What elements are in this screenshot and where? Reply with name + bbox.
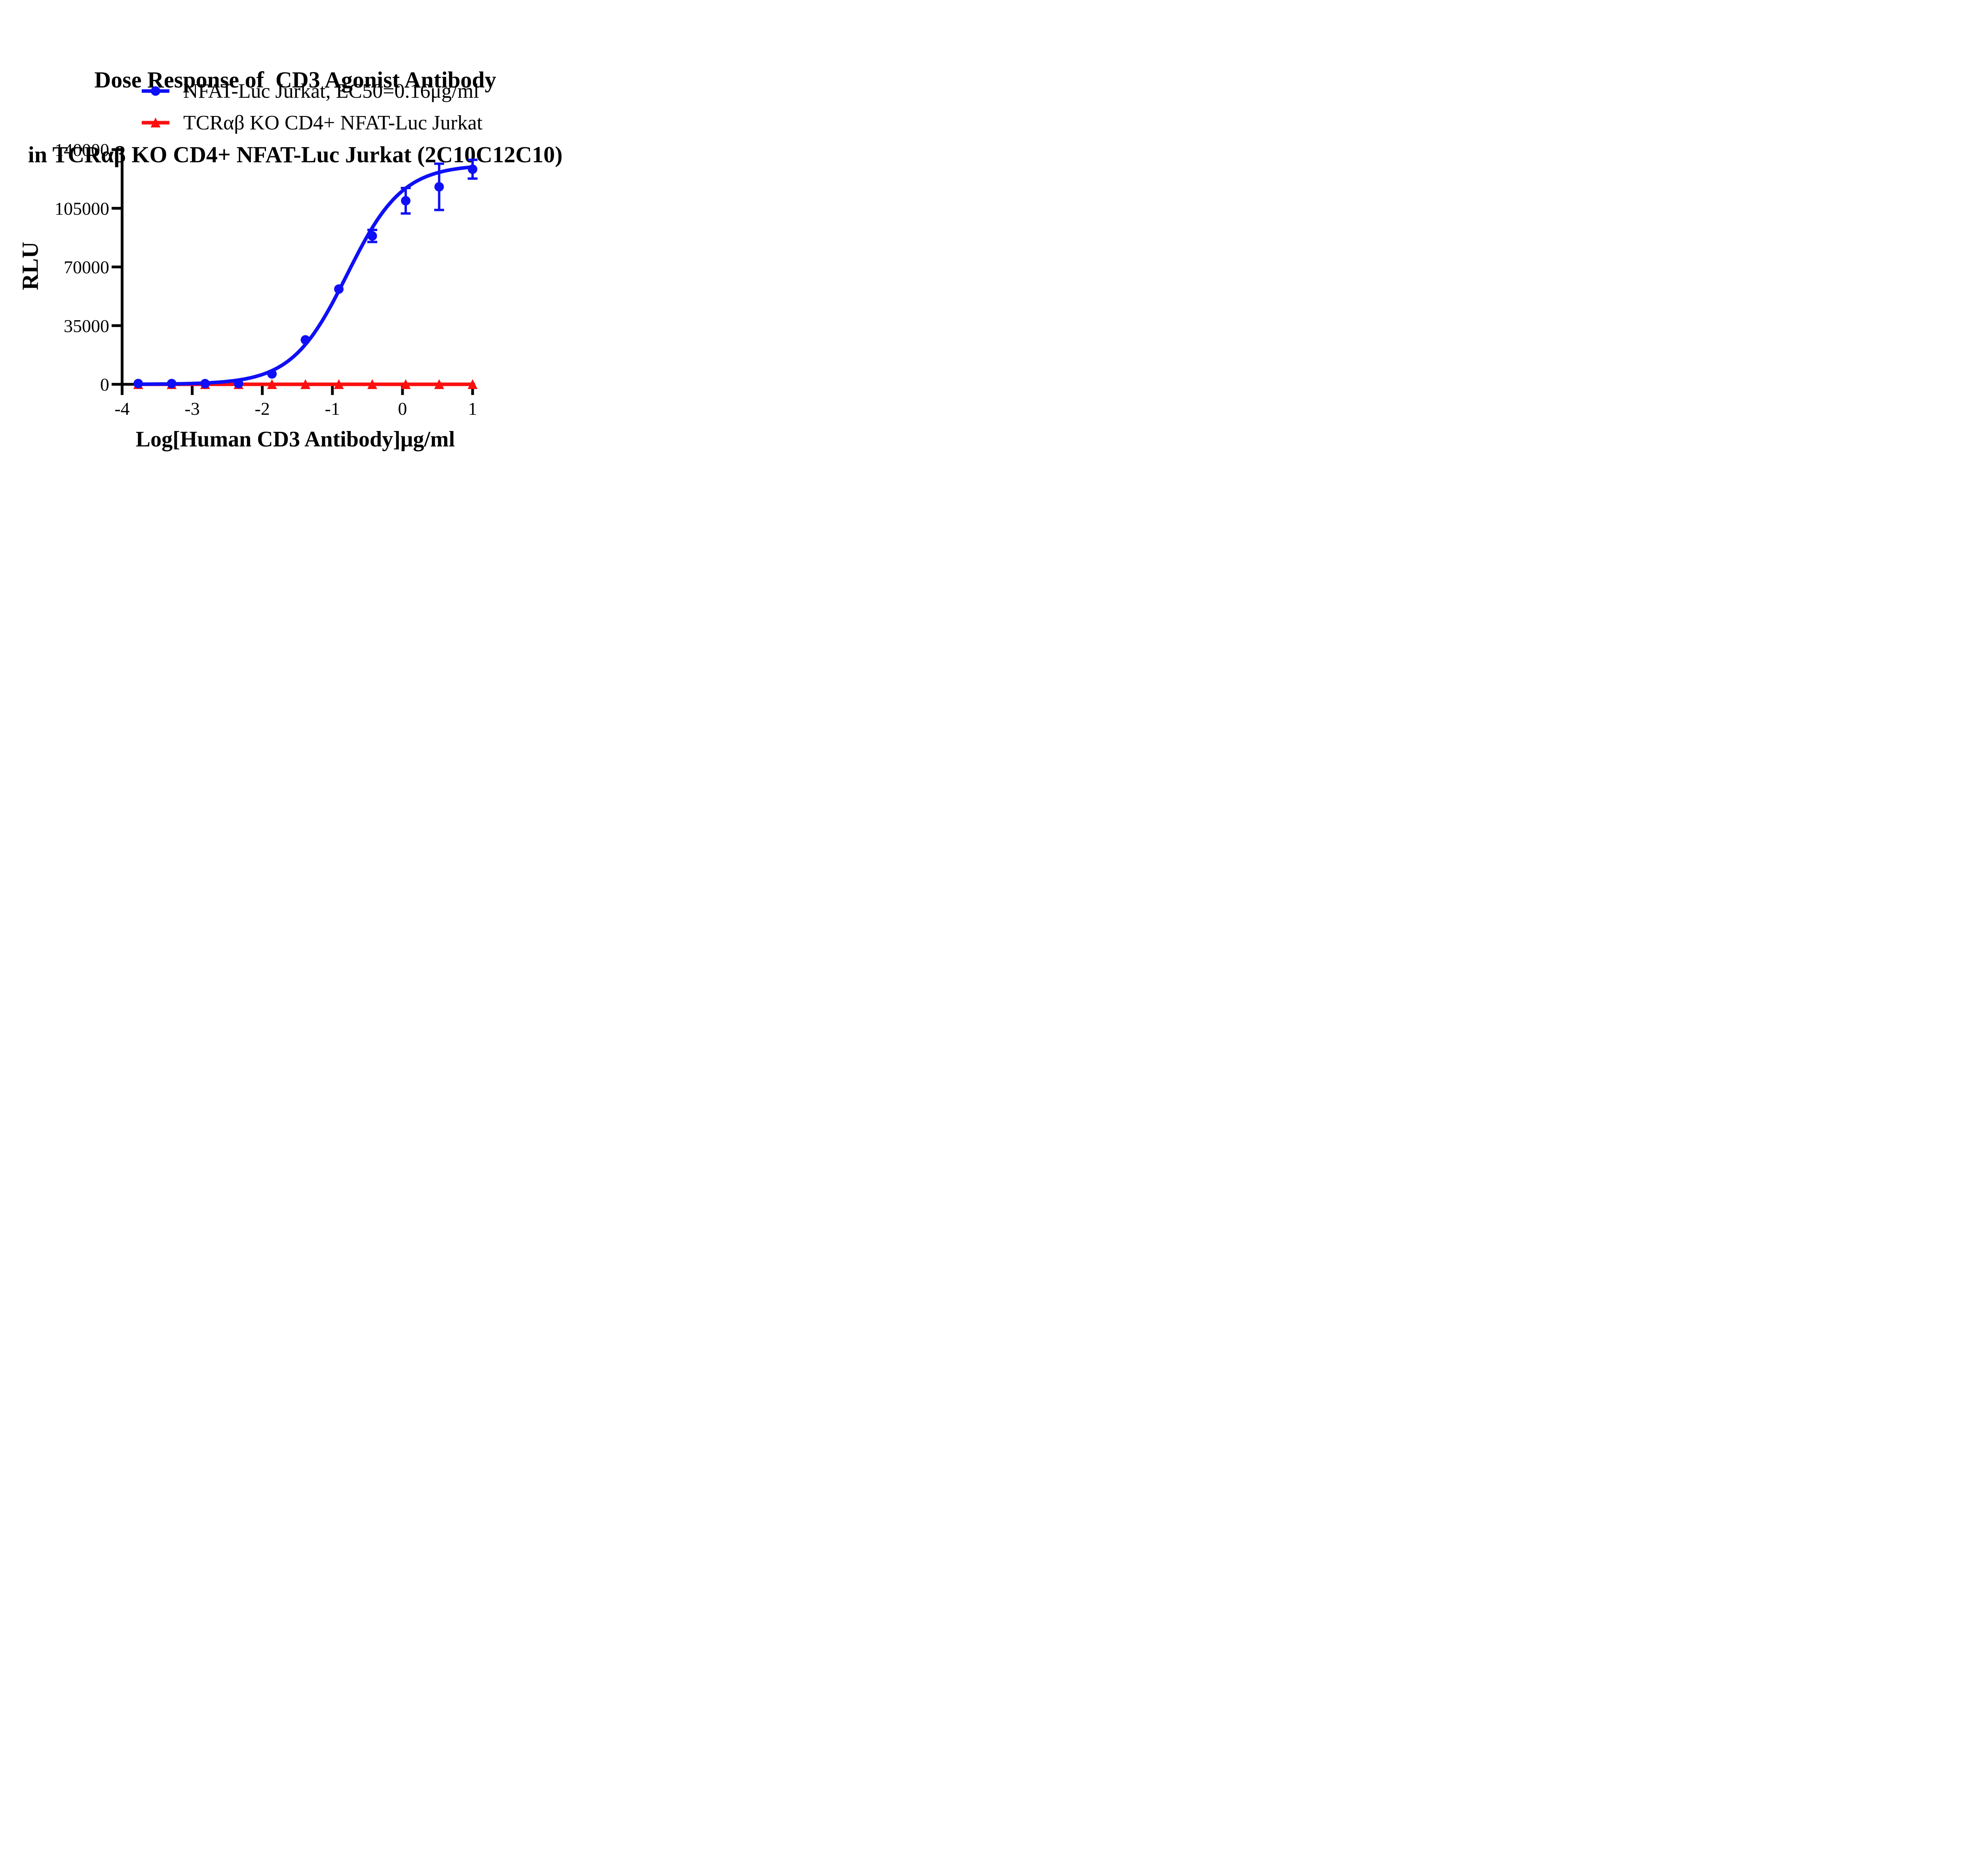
y-tick-label: 35000 (64, 316, 109, 336)
legend: NFAT-Luc Jurkat, EC50=0.16μg/ml TCRαβ KO… (141, 79, 482, 142)
red-triangle-line-icon (142, 118, 169, 127)
x-tick-label: -2 (255, 399, 270, 419)
circle-marker (367, 231, 377, 241)
triangle-marker (334, 379, 344, 389)
triangle-marker (300, 379, 311, 389)
circle-marker (468, 164, 477, 174)
circle-marker (300, 335, 310, 345)
chart-title-line1: Dose Response of CD3 Agonist Antibody (94, 67, 496, 93)
legend-item-nfat-luc-jurkat: NFAT-Luc Jurkat, EC50=0.16μg/ml (141, 79, 482, 103)
x-tick-label: -1 (325, 399, 340, 419)
x-tick-label: 0 (398, 399, 407, 419)
circle-marker (167, 379, 177, 389)
x-ticks: -4 -3 -2 -1 0 1 (114, 385, 477, 419)
series-nfat-luc-jurkat (133, 158, 478, 389)
triangle-marker (267, 379, 277, 389)
y-tick-label: 70000 (64, 257, 109, 277)
plot-svg: 0 35000 70000 105000 140000 -4 -3 -2 -1 0 1 (55, 140, 478, 419)
triangle-marker (367, 379, 378, 389)
y-tick-label: 0 (100, 374, 109, 395)
y-ticks: 0 35000 70000 105000 140000 (55, 140, 121, 395)
axes (121, 148, 475, 386)
circle-marker (200, 379, 210, 389)
y-tick-label: 140000 (55, 140, 109, 160)
triangle-marker (467, 379, 478, 389)
dose-response-figure: Dose Response of CD3 Agonist Antibody in… (0, 0, 591, 469)
fit-curve (136, 165, 475, 386)
chart-title: Dose Response of CD3 Agonist Antibody in… (0, 17, 591, 217)
x-tick-label: 1 (468, 399, 477, 419)
circle-marker (133, 379, 143, 389)
y-tick-label: 105000 (55, 198, 109, 218)
triangle-marker (401, 379, 411, 389)
blue-circle-line-icon (142, 86, 169, 96)
circle-marker (434, 182, 444, 192)
x-axis-title: Log[Human CD3 Antibody]μg/ml (135, 427, 455, 452)
triangle-marker (434, 379, 444, 389)
circle-marker (267, 369, 277, 379)
circle-marker (401, 196, 411, 206)
chart-title-line2: in TCRαβ KO CD4+ NFAT-Luc Jurkat (2C10C1… (28, 142, 563, 167)
legend-label: NFAT-Luc Jurkat, EC50=0.16μg/ml (183, 80, 479, 103)
circle-marker (334, 284, 344, 294)
legend-label: TCRαβ KO CD4+ NFAT-Luc Jurkat (183, 111, 483, 134)
circle-marker (234, 379, 243, 389)
x-tick-label: -4 (114, 399, 129, 419)
legend-item-tcrab-ko: TCRαβ KO CD4+ NFAT-Luc Jurkat (141, 111, 482, 135)
x-tick-label: -3 (184, 399, 199, 419)
